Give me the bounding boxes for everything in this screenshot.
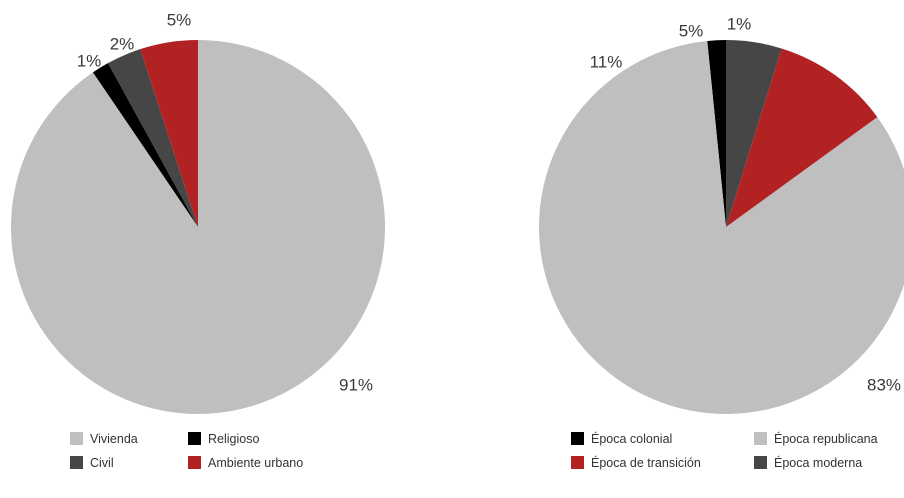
pie-slice-epoca-moderna (726, 40, 782, 227)
legend-swatch-civil (70, 456, 83, 469)
legend-swatch-epoca-de-transicion (571, 456, 584, 469)
legend-label-civil: Civil (90, 456, 114, 470)
pie-slice-epoca-colonial (707, 39, 726, 227)
pie-slice-civil (107, 49, 198, 228)
slice-label-civil: 2% (110, 35, 135, 54)
slice-label-epoca-republicana: 83% (867, 376, 901, 395)
legend-label-vivienda: Vivienda (90, 432, 138, 446)
pie-chart-building-type: 5% 2% 1% 91% Vivienda Religioso Civil Ambiente … (11, 11, 386, 470)
slice-label-epoca-colonial: 1% (727, 15, 752, 34)
pie-chart-historical-period: 1% 83% 11% 5% Época colonial Época republican… (539, 15, 904, 470)
legend-label-epoca-de-transicion: Época de transición (591, 455, 701, 470)
pie-slice-religioso (92, 63, 198, 227)
slice-label-epoca-de-transicion: 11% (590, 53, 623, 72)
legend-label-epoca-republicana: Época republicana (774, 431, 878, 446)
legend-swatch-religioso (188, 432, 201, 445)
legend-label-epoca-moderna: Época moderna (774, 455, 862, 470)
pie-slice-ambiente-urbano (140, 39, 198, 227)
legend-swatch-vivienda (70, 432, 83, 445)
slice-label-ambiente-urbano: 5% (167, 11, 192, 30)
slice-label-vivienda: 91% (339, 376, 373, 395)
pie-slice-vivienda (11, 40, 386, 414)
legend-swatch-epoca-republicana (754, 432, 767, 445)
legend-swatch-ambiente-urbano (188, 456, 201, 469)
pie-slice-epoca-republicana (539, 40, 904, 414)
legend-label-religioso: Religioso (208, 432, 259, 446)
legend-label-ambiente-urbano: Ambiente urbano (208, 456, 303, 470)
slice-label-religioso: 1% (77, 52, 102, 71)
pie-slice-epoca-de-transicion (726, 48, 878, 227)
slice-label-epoca-moderna: 5% (679, 22, 704, 41)
legend-label-epoca-colonial: Época colonial (591, 431, 672, 446)
legend-swatch-epoca-moderna (754, 456, 767, 469)
legend-swatch-epoca-colonial (571, 432, 584, 445)
